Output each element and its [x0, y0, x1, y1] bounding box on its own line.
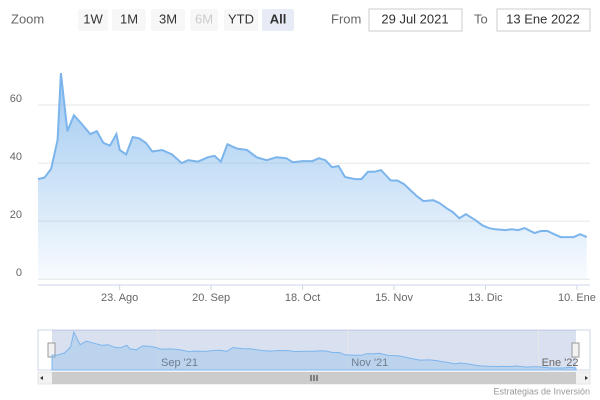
line	[37, 72, 588, 239]
x-tick-label: 10. Ene	[558, 292, 596, 304]
y-tick-label: 40	[10, 151, 22, 163]
range-button	[190, 9, 218, 31]
y-tick-label: 0	[16, 267, 22, 279]
x-tick-label: 18. Oct	[285, 292, 320, 304]
range-button[interactable]	[151, 9, 185, 31]
range-button-label: 1W	[83, 11, 103, 26]
range-button[interactable]	[112, 9, 146, 31]
navigator-tick-label: Nov '21	[351, 357, 388, 369]
y-tick-label: 60	[10, 93, 22, 105]
navigator-area	[51, 330, 577, 371]
range-button-label: YTD	[228, 11, 254, 26]
to-value: 13 Ene 2022	[506, 11, 580, 26]
range-button[interactable]	[78, 9, 108, 31]
x-tick-label: 13. Dic	[468, 292, 503, 304]
x-tick-label: 23. Ago	[101, 292, 138, 304]
from-label: From	[331, 11, 361, 26]
navigator-tick-label: Sep '21	[161, 357, 198, 369]
range-button-label: All	[270, 11, 287, 26]
to-input[interactable]	[496, 8, 591, 32]
navigator-tick-label: Ene '22	[542, 357, 579, 369]
area	[38, 73, 587, 280]
zoom-label: Zoom	[11, 11, 44, 26]
to-label: To	[474, 11, 488, 26]
range-button-label: 6M	[195, 11, 213, 26]
credits: Estrategias de Inversión	[493, 386, 590, 396]
range-button[interactable]	[262, 9, 294, 31]
from-value: 29 Jul 2021	[381, 11, 448, 26]
range-button[interactable]	[224, 9, 258, 31]
scroll-grip	[310, 375, 318, 381]
range-button-label: 3M	[159, 11, 177, 26]
from-input[interactable]	[368, 8, 463, 32]
y-tick-label: 20	[10, 209, 22, 221]
navigator-mask	[52, 330, 576, 370]
navigator-handle[interactable]	[571, 342, 580, 358]
x-tick-label: 20. Sep	[192, 292, 230, 304]
range-button-label: 1M	[120, 11, 138, 26]
x-tick-label: 15. Nov	[375, 292, 413, 304]
